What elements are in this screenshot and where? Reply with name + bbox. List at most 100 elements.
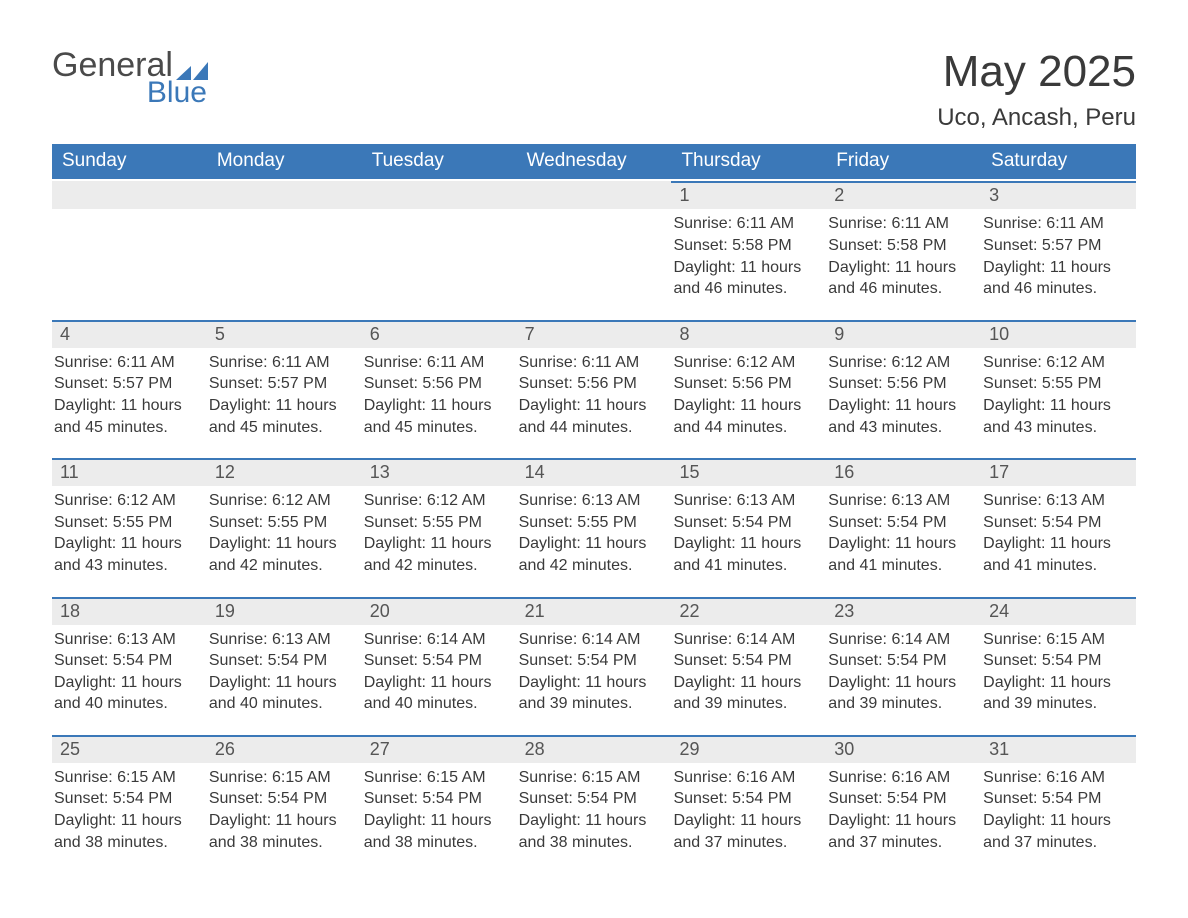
sunrise-line: Sunrise: 6:11 AM bbox=[54, 352, 195, 374]
calendar-day: 30Sunrise: 6:16 AMSunset: 5:54 PMDayligh… bbox=[826, 735, 981, 871]
day-number: 1 bbox=[671, 181, 826, 209]
sunrise-line: Sunrise: 6:11 AM bbox=[828, 213, 969, 235]
sunset-line: Sunset: 5:54 PM bbox=[54, 650, 195, 672]
day-details: Sunrise: 6:13 AMSunset: 5:54 PMDaylight:… bbox=[207, 629, 362, 715]
calendar-day: 26Sunrise: 6:15 AMSunset: 5:54 PMDayligh… bbox=[207, 735, 362, 871]
day-number: 13 bbox=[362, 458, 517, 486]
empty-day-bar bbox=[52, 181, 207, 209]
calendar-day: 21Sunrise: 6:14 AMSunset: 5:54 PMDayligh… bbox=[517, 597, 672, 733]
sunrise-line: Sunrise: 6:13 AM bbox=[209, 629, 350, 651]
daylight-line: Daylight: 11 hours and 40 minutes. bbox=[209, 672, 350, 715]
day-number: 7 bbox=[517, 320, 672, 348]
calendar-day: 13 Sunrise: 6:12 AMSunset: 5:55 PMDayligh… bbox=[362, 458, 517, 594]
sunset-line: Sunset: 5:54 PM bbox=[673, 788, 814, 810]
daylight-line: Daylight: 11 hours and 39 minutes. bbox=[828, 672, 969, 715]
sunrise-line: Sunrise: 6:13 AM bbox=[519, 490, 660, 512]
sunrise-line: Sunrise: 6:16 AM bbox=[828, 767, 969, 789]
sunrise-line: Sunrise: 6:13 AM bbox=[54, 629, 195, 651]
sunrise-line: Sunrise: 6:15 AM bbox=[54, 767, 195, 789]
day-number: 5 bbox=[207, 320, 362, 348]
day-number: 28 bbox=[517, 735, 672, 763]
weekday-header: Monday bbox=[207, 144, 362, 179]
sunrise-line: Sunrise: 6:11 AM bbox=[209, 352, 350, 374]
calendar-day: 23 Sunrise: 6:14 AMSunset: 5:54 PMDayligh… bbox=[826, 597, 981, 733]
sunrise-line: Sunrise: 6:12 AM bbox=[364, 490, 505, 512]
daylight-line: Daylight: 11 hours and 38 minutes. bbox=[519, 810, 660, 853]
day-details: Sunrise: 6:16 AMSunset: 5:54 PMDaylight:… bbox=[981, 767, 1136, 853]
calendar-day: 5Sunrise: 6:11 AMSunset: 5:57 PMDaylight… bbox=[207, 320, 362, 456]
calendar-week-row: 18Sunrise: 6:13 AMSunset: 5:54 PMDayligh… bbox=[52, 597, 1136, 733]
day-number: 8 bbox=[671, 320, 826, 348]
daylight-line: Daylight: 11 hours and 38 minutes. bbox=[54, 810, 195, 853]
calendar-day: 24Sunrise: 6:15 AMSunset: 5:54 PMDayligh… bbox=[981, 597, 1136, 733]
daylight-line: Daylight: 11 hours and 42 minutes. bbox=[519, 533, 660, 576]
day-number: 30 bbox=[826, 735, 981, 763]
day-details: Sunrise: 6:12 AMSunset: 5:55 PMDaylight:… bbox=[362, 490, 517, 576]
weekday-header: Sunday bbox=[52, 144, 207, 179]
day-details: Sunrise: 6:15 AMSunset: 5:54 PMDaylight:… bbox=[362, 767, 517, 853]
calendar-day: 28Sunrise: 6:15 AMSunset: 5:54 PMDayligh… bbox=[517, 735, 672, 871]
calendar-day: 7Sunrise: 6:11 AMSunset: 5:56 PMDaylight… bbox=[517, 320, 672, 456]
calendar-day: 12Sunrise: 6:12 AMSunset: 5:55 PMDayligh… bbox=[207, 458, 362, 594]
day-details: Sunrise: 6:11 AMSunset: 5:57 PMDaylight:… bbox=[52, 352, 207, 438]
calendar-day: 20Sunrise: 6:14 AMSunset: 5:54 PMDayligh… bbox=[362, 597, 517, 733]
calendar-day: 19 Sunrise: 6:13 AMSunset: 5:54 PMDayligh… bbox=[207, 597, 362, 733]
calendar-weeks: 1Sunrise: 6:11 AMSunset: 5:58 PMDaylight… bbox=[52, 181, 1136, 871]
calendar-empty-cell bbox=[207, 181, 362, 317]
sunrise-line: Sunrise: 6:14 AM bbox=[828, 629, 969, 651]
sunset-line: Sunset: 5:54 PM bbox=[519, 788, 660, 810]
day-number: 6 bbox=[362, 320, 517, 348]
daylight-line: Daylight: 11 hours and 45 minutes. bbox=[209, 395, 350, 438]
sunset-line: Sunset: 5:54 PM bbox=[828, 650, 969, 672]
daylight-line: Daylight: 11 hours and 44 minutes. bbox=[673, 395, 814, 438]
day-details: Sunrise: 6:12 AMSunset: 5:55 PMDaylight:… bbox=[981, 352, 1136, 438]
daylight-line: Daylight: 11 hours and 45 minutes. bbox=[364, 395, 505, 438]
day-number: 21 bbox=[517, 597, 672, 625]
day-number: 25 bbox=[52, 735, 207, 763]
day-number: 2 bbox=[826, 181, 981, 209]
sunset-line: Sunset: 5:58 PM bbox=[673, 235, 814, 257]
sunset-line: Sunset: 5:54 PM bbox=[209, 788, 350, 810]
sunrise-line: Sunrise: 6:13 AM bbox=[828, 490, 969, 512]
calendar-location: Uco, Ancash, Peru bbox=[937, 104, 1136, 132]
calendar-week-row: 1 Sunrise: 6:11 AMSunset: 5:58 PMDaylight… bbox=[52, 181, 1136, 317]
day-details: Sunrise: 6:16 AMSunset: 5:54 PMDaylight:… bbox=[671, 767, 826, 853]
day-details: Sunrise: 6:11 AMSunset: 5:58 PMDaylight:… bbox=[671, 213, 826, 299]
sunset-line: Sunset: 5:54 PM bbox=[983, 512, 1124, 534]
day-number: 24 bbox=[981, 597, 1136, 625]
sunset-line: Sunset: 5:54 PM bbox=[364, 788, 505, 810]
daylight-line: Daylight: 11 hours and 41 minutes. bbox=[828, 533, 969, 576]
day-number: 9 bbox=[826, 320, 981, 348]
calendar-day: 8 Sunrise: 6:12 AMSunset: 5:56 PMDaylight… bbox=[671, 320, 826, 456]
brand-word-blue: Blue bbox=[52, 78, 209, 108]
calendar-day: 18Sunrise: 6:13 AMSunset: 5:54 PMDayligh… bbox=[52, 597, 207, 733]
calendar-day: 9Sunrise: 6:12 AMSunset: 5:56 PMDaylight… bbox=[826, 320, 981, 456]
daylight-line: Daylight: 11 hours and 44 minutes. bbox=[519, 395, 660, 438]
calendar-day: 3Sunrise: 6:11 AMSunset: 5:57 PMDaylight… bbox=[981, 181, 1136, 317]
sunset-line: Sunset: 5:54 PM bbox=[673, 650, 814, 672]
day-details: Sunrise: 6:11 AMSunset: 5:57 PMDaylight:… bbox=[981, 213, 1136, 299]
sunset-line: Sunset: 5:56 PM bbox=[673, 373, 814, 395]
weekday-header-row: SundayMondayTuesdayWednesdayThursdayFrid… bbox=[52, 144, 1136, 179]
calendar-week-row: 4Sunrise: 6:11 AMSunset: 5:57 PMDaylight… bbox=[52, 320, 1136, 456]
day-number: 19 bbox=[207, 597, 362, 625]
daylight-line: Daylight: 11 hours and 39 minutes. bbox=[519, 672, 660, 715]
calendar-page: General Blue May 2025 Uco, Ancash, Peru … bbox=[0, 0, 1188, 911]
sunset-line: Sunset: 5:55 PM bbox=[54, 512, 195, 534]
sunrise-line: Sunrise: 6:12 AM bbox=[673, 352, 814, 374]
sunrise-line: Sunrise: 6:12 AM bbox=[54, 490, 195, 512]
calendar-empty-cell bbox=[362, 181, 517, 317]
sunrise-line: Sunrise: 6:12 AM bbox=[209, 490, 350, 512]
empty-day-bar bbox=[362, 181, 517, 209]
day-details: Sunrise: 6:14 AMSunset: 5:54 PMDaylight:… bbox=[671, 629, 826, 715]
calendar-week-row: 25Sunrise: 6:15 AMSunset: 5:54 PMDayligh… bbox=[52, 735, 1136, 871]
sunrise-line: Sunrise: 6:14 AM bbox=[673, 629, 814, 651]
day-details: Sunrise: 6:14 AMSunset: 5:54 PMDaylight:… bbox=[362, 629, 517, 715]
empty-day-bar bbox=[207, 181, 362, 209]
day-details: Sunrise: 6:15 AMSunset: 5:54 PMDaylight:… bbox=[207, 767, 362, 853]
day-number: 23 bbox=[826, 597, 981, 625]
brand-logo: General Blue bbox=[52, 48, 209, 108]
day-number: 11 bbox=[52, 458, 207, 486]
calendar-day: 31Sunrise: 6:16 AMSunset: 5:54 PMDayligh… bbox=[981, 735, 1136, 871]
weekday-header: Tuesday bbox=[362, 144, 517, 179]
